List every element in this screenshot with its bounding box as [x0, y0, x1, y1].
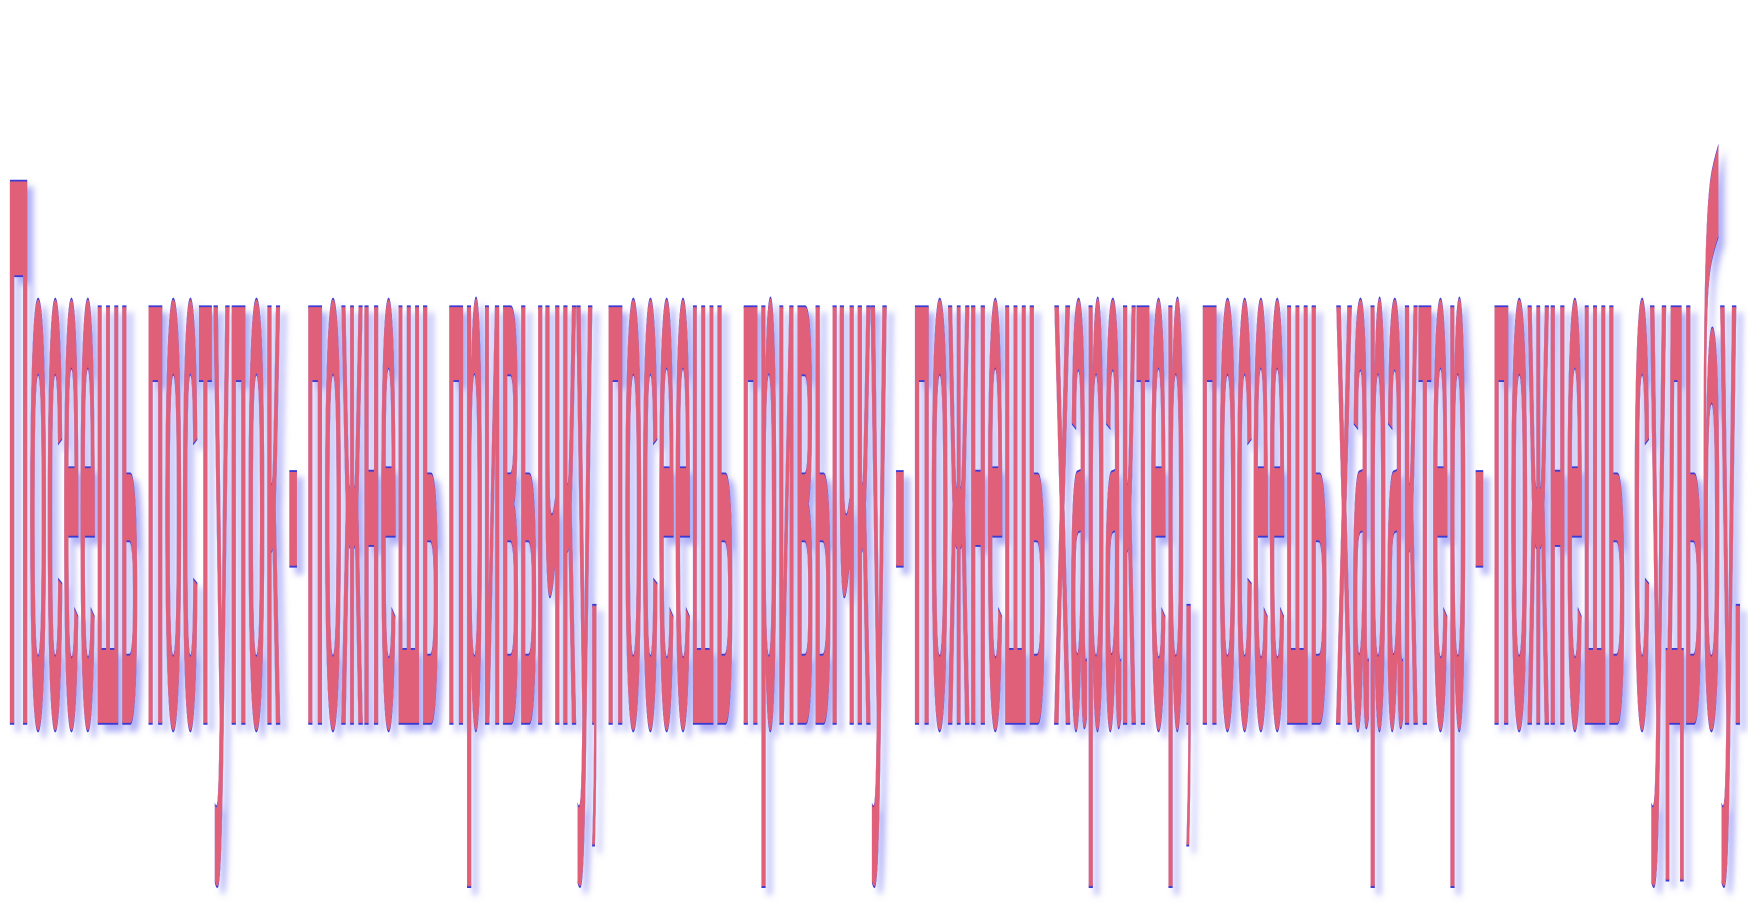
slogan-text: Посеешь поступок - пожнешь привычку, пос… [8, 11, 1742, 895]
